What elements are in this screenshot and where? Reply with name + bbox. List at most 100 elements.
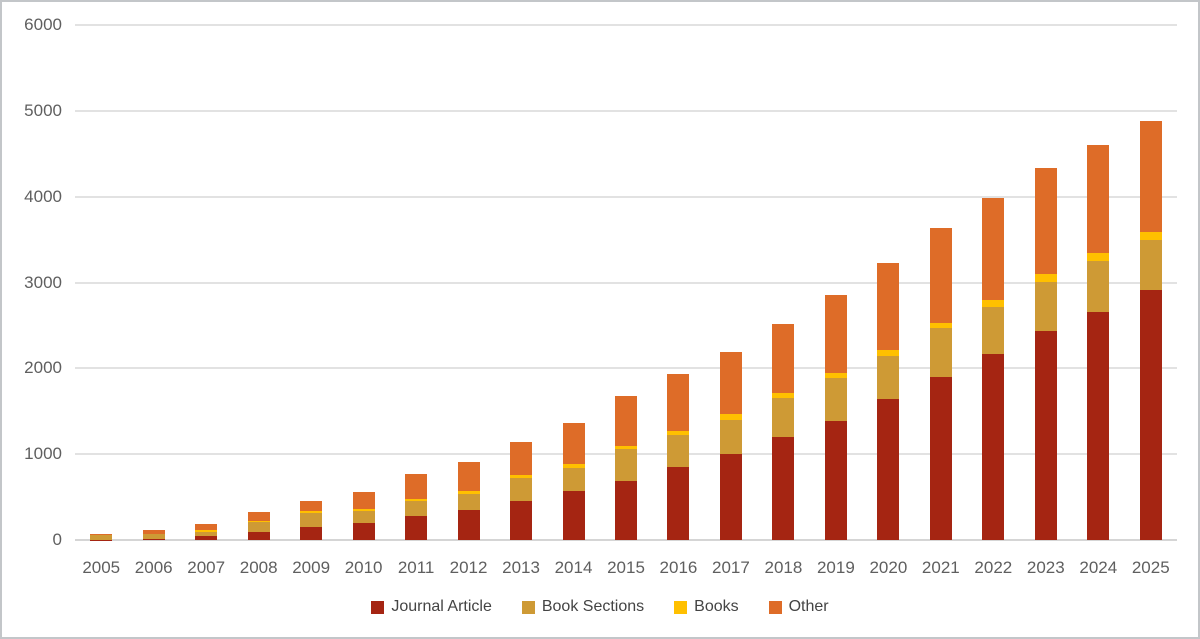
bar-segment-book-sections <box>562 467 585 492</box>
bar-2007 <box>195 523 218 540</box>
bar-segment-journal-article <box>772 437 795 540</box>
y-tick-label: 3000 <box>24 272 62 292</box>
legend-swatch-icon <box>521 600 535 614</box>
bar-2012 <box>457 461 480 540</box>
x-tick-label: 2007 <box>187 558 226 577</box>
bar-2019 <box>824 295 847 540</box>
bar-segment-journal-article <box>615 481 637 540</box>
bar-segment-journal-article <box>667 467 690 540</box>
bar-segment-journal-article <box>1034 331 1057 540</box>
x-tick-label: 2019 <box>816 558 855 577</box>
x-tick-label: 2017 <box>712 558 750 577</box>
y-tick-label: 2000 <box>24 358 62 378</box>
bar-segment-other <box>195 523 218 530</box>
bar-segment-books <box>667 431 690 435</box>
x-tick-label: 2012 <box>449 558 488 577</box>
bar-segment-book-sections <box>1087 260 1110 312</box>
bar-segment-journal-article <box>982 354 1005 540</box>
bar-segment-journal-article <box>562 491 585 540</box>
bar-segment-book-sections <box>667 434 690 468</box>
bar-segment-other <box>667 373 690 432</box>
x-tick-label: 2020 <box>869 558 908 577</box>
bar-segment-book-sections <box>352 511 375 523</box>
legend-swatch-icon <box>371 600 385 614</box>
bar-segment-books <box>824 372 847 379</box>
legend-swatch-icon <box>768 600 782 614</box>
bar-2015 <box>615 396 637 540</box>
chart-legend: Journal Article Book Sections Books Other <box>2 598 1198 616</box>
bar-segment-book-sections <box>772 398 795 437</box>
bar-segment-book-sections <box>457 493 480 511</box>
x-tick-label: 2018 <box>764 558 803 577</box>
bar-2020 <box>877 263 900 540</box>
bar-segment-other <box>929 228 952 323</box>
bar-segment-other <box>562 422 585 465</box>
bar-segment-other <box>1087 144 1110 254</box>
bar-segment-journal-article <box>877 399 900 540</box>
bar-2014 <box>562 422 585 540</box>
x-tick-label: 2013 <box>502 558 540 577</box>
bar-segment-books <box>510 475 533 479</box>
bar-segment-books <box>405 498 428 502</box>
bar-segment-journal-article <box>1139 290 1162 540</box>
bar-segment-journal-article <box>1087 311 1110 540</box>
bar-segment-journal-article <box>352 522 375 540</box>
bar-segment-books <box>982 299 1005 308</box>
bar-segment-books <box>300 510 323 514</box>
bar-segment-books <box>1034 274 1057 282</box>
x-tick-label: 2011 <box>397 558 435 577</box>
bar-segment-book-sections <box>615 448 637 482</box>
bar-2024 <box>1087 144 1110 540</box>
bar-segment-books <box>772 392 795 399</box>
bar-segment-other <box>405 474 428 499</box>
bar-segment-books <box>457 491 480 494</box>
bar-segment-books <box>615 445 637 449</box>
bar-segment-other <box>300 501 323 511</box>
y-axis: 0 1000 2000 3000 4000 5000 6000 <box>2 2 66 637</box>
x-tick-label: 2014 <box>554 558 593 577</box>
bar-segment-other <box>1139 121 1162 233</box>
x-tick-label: 2010 <box>344 558 383 577</box>
bar-2008 <box>247 512 270 540</box>
bar-segment-other <box>615 396 637 446</box>
bar-segment-books <box>719 413 742 420</box>
bar-segment-journal-article <box>457 510 480 540</box>
bar-segment-journal-article <box>719 454 742 540</box>
bar-segment-book-sections <box>90 535 113 540</box>
bar-segment-books <box>1139 232 1162 240</box>
bar-segment-journal-article <box>142 539 165 540</box>
bar-segment-journal-article <box>510 501 533 540</box>
legend-item-books: Books <box>674 598 739 616</box>
x-tick-label: 2015 <box>607 558 645 577</box>
bar-segment-book-sections <box>824 378 847 421</box>
bar-segment-book-sections <box>929 328 952 377</box>
bar-2021 <box>929 228 952 540</box>
x-tick-label: 2009 <box>292 558 331 577</box>
bar-segment-books <box>247 520 270 523</box>
bar-segment-other <box>352 491 375 510</box>
y-tick-label: 1000 <box>24 444 62 464</box>
bar-2017 <box>719 352 742 540</box>
x-tick-label: 2024 <box>1079 558 1118 577</box>
legend-label: Books <box>694 598 739 615</box>
y-tick-label: 6000 <box>24 15 62 34</box>
bar-segment-other <box>247 512 270 521</box>
bar-segment-other <box>90 534 113 536</box>
bar-segment-book-sections <box>982 307 1005 355</box>
bar-segment-book-sections <box>405 501 428 517</box>
bar-segment-book-sections <box>510 478 533 502</box>
legend-swatch-icon <box>674 600 688 614</box>
bar-2013 <box>510 442 533 540</box>
legend-item-other: Other <box>768 598 829 616</box>
x-tick-label: 2008 <box>239 558 278 577</box>
bar-segment-journal-article <box>247 531 270 540</box>
bar-2023 <box>1034 168 1057 540</box>
bar-segment-journal-article <box>929 376 952 540</box>
bar-segment-book-sections <box>1139 239 1162 291</box>
bar-segment-other <box>510 442 533 476</box>
bar-segment-book-sections <box>877 355 900 400</box>
x-tick-label: 2016 <box>659 558 698 577</box>
bar-2005 <box>90 534 113 540</box>
